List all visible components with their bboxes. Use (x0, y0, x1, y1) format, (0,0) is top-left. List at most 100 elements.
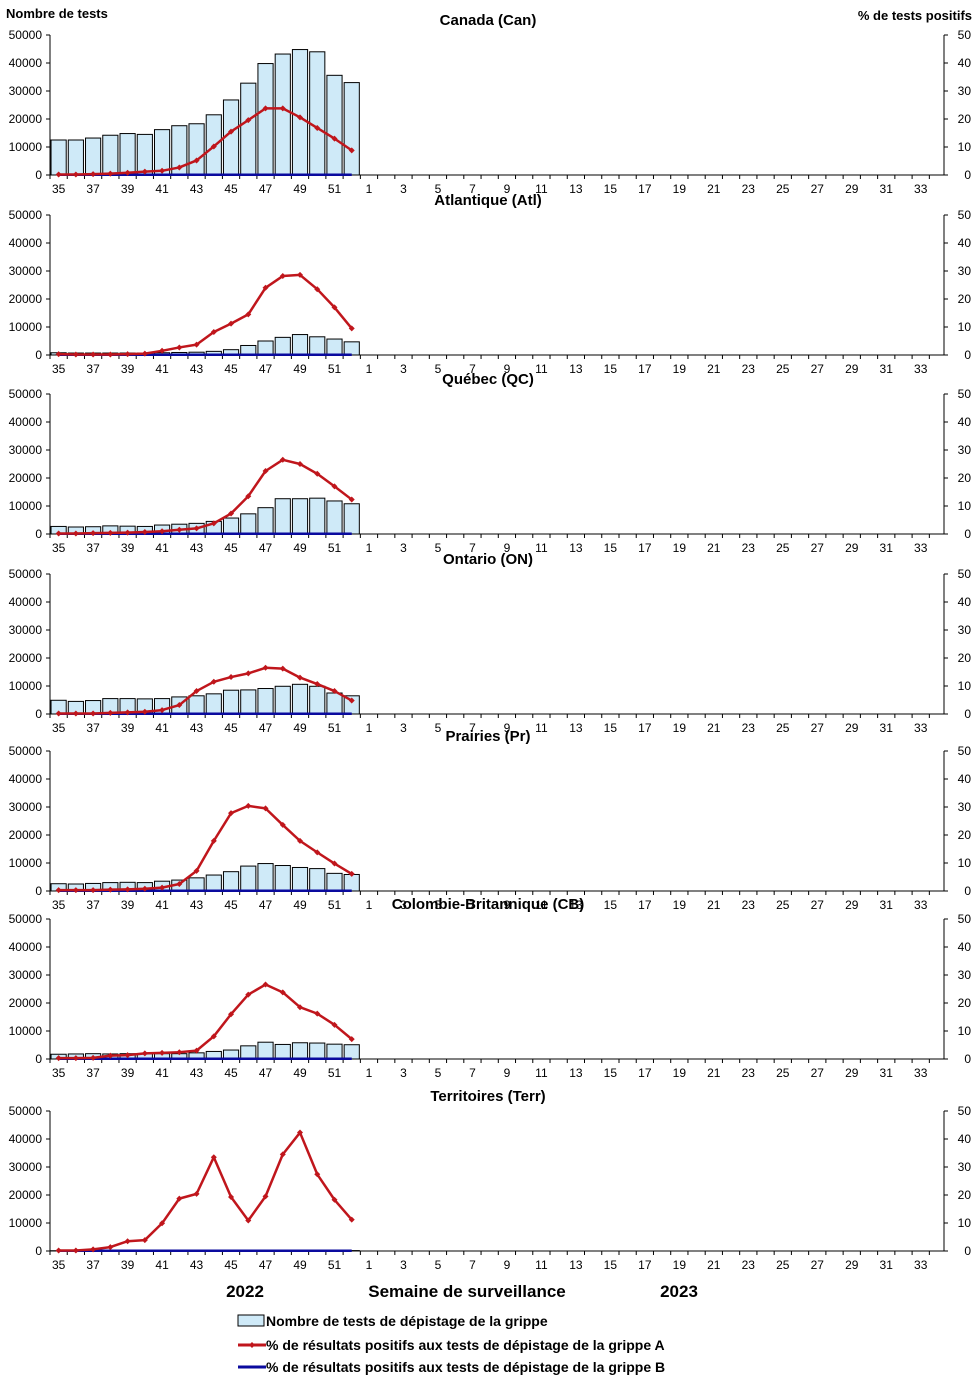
point-flu-a (297, 674, 304, 681)
y-right-tick-label: 0 (964, 527, 971, 541)
x-tick-label: 41 (155, 721, 169, 735)
x-tick-label: 47 (259, 541, 273, 555)
x-tick-label: 43 (190, 362, 204, 376)
x-tick-label: 33 (914, 541, 928, 555)
x-tick-label: 17 (638, 541, 652, 555)
x-tick-label: 47 (259, 721, 273, 735)
x-tick-label: 5 (435, 362, 442, 376)
x-tick-label: 45 (224, 362, 238, 376)
panel-title: Prairies (Pr) (445, 728, 530, 745)
point-flu-a (279, 989, 286, 996)
x-tick-label: 5 (435, 898, 442, 912)
y-right-tick-label: 30 (958, 264, 972, 278)
x-tick-label: 3 (400, 1258, 407, 1272)
panel-5: Prairies (Pr) 0 10000 20000 30000 40000 50000 0… (9, 728, 972, 912)
y-right-tick-label: 0 (964, 168, 971, 182)
point-flu-a (193, 867, 200, 874)
x-tick-label: 29 (845, 541, 859, 555)
point-flu-a (176, 1049, 183, 1056)
x-tick-label: 1 (366, 898, 373, 912)
y-left-tick-label: 50000 (9, 744, 43, 758)
y-left-tick-label: 40000 (9, 415, 43, 429)
point-flu-a (55, 887, 62, 894)
point-flu-a (210, 678, 217, 685)
y-right-tick-label: 10 (958, 679, 972, 693)
x-tick-label: 47 (259, 362, 273, 376)
x-tick-label: 13 (569, 1066, 583, 1080)
x-tick-label: 41 (155, 1066, 169, 1080)
x-tick-label: 45 (224, 1258, 238, 1272)
point-flu-a (141, 168, 148, 175)
point-flu-a (279, 821, 286, 828)
x-tick-label: 9 (504, 721, 511, 735)
x-tick-label: 45 (224, 898, 238, 912)
point-flu-a (297, 271, 304, 278)
x-tick-label: 43 (190, 721, 204, 735)
x-tick-label: 21 (707, 721, 721, 735)
x-tick-label: 25 (776, 362, 790, 376)
point-flu-a (90, 1246, 97, 1253)
x-tick-label: 35 (52, 721, 66, 735)
point-flu-a (193, 341, 200, 348)
x-tick-label: 33 (914, 1258, 928, 1272)
x-tick-label: 11 (535, 1066, 548, 1080)
y-right-tick-label: 20 (958, 996, 972, 1010)
panel-7: Territoires (Terr) 0 10000 20000 30000 40000 5… (9, 1088, 972, 1272)
x-tick-label: 35 (52, 898, 66, 912)
x-tick-label: 7 (469, 1258, 476, 1272)
x-tick-label: 33 (914, 898, 928, 912)
x-tick-label: 13 (569, 182, 583, 196)
point-flu-a (107, 1052, 114, 1059)
point-flu-a (331, 688, 338, 695)
x-tick-label: 7 (469, 541, 476, 555)
x-tick-label: 7 (469, 1066, 476, 1080)
point-flu-a (228, 810, 235, 817)
y-left-tick-label: 10000 (9, 140, 43, 154)
y-right-tick-label: 20 (958, 1188, 972, 1202)
x-tick-label: 31 (880, 1066, 894, 1080)
legend-label-tests: Nombre de tests de dépistage de la gripp… (266, 1313, 548, 1329)
x-tick-label: 31 (880, 182, 894, 196)
bar-tests (309, 497, 326, 535)
bar-tests (326, 500, 343, 535)
x-tick-label: 25 (776, 182, 790, 196)
x-tick-label: 15 (604, 1258, 618, 1272)
bar-tests (257, 507, 274, 535)
x-tick-label: 1 (366, 362, 373, 376)
panel-2: Atlantique (Atl)010000200003000040000500… (9, 192, 972, 376)
point-flu-a (331, 304, 338, 311)
x-tick-label: 19 (673, 1066, 687, 1080)
y-left-tick-label: 30000 (9, 1160, 43, 1174)
point-flu-a (210, 1154, 217, 1161)
y-right-tick-label: 0 (964, 1052, 971, 1066)
point-flu-a (193, 688, 200, 695)
point-flu-a (262, 105, 269, 112)
x-tick-label: 39 (121, 1066, 135, 1080)
panel-6: Colombie-Britannique (CB) 0 10000 20000 3000… (9, 896, 972, 1080)
x-tick-label: 7 (469, 898, 476, 912)
point-flu-a (72, 710, 79, 717)
point-flu-a (279, 456, 286, 463)
bar-tests (343, 1044, 360, 1060)
panel-title: Québec (QC) (442, 371, 534, 388)
x-tick-label: 49 (293, 182, 307, 196)
x-tick-label: 33 (914, 721, 928, 735)
x-tick-label: 49 (293, 1258, 307, 1272)
x-tick-label: 23 (742, 541, 756, 555)
y-right-tick-label: 30 (958, 84, 972, 98)
y-right-tick-label: 20 (958, 828, 972, 842)
point-flu-a (159, 1220, 166, 1227)
point-flu-a (348, 1036, 355, 1043)
x-tick-label: 17 (638, 362, 652, 376)
x-tick-label: 51 (328, 541, 342, 555)
x-tick-label: 31 (880, 721, 894, 735)
x-tick-label: 35 (52, 362, 66, 376)
chart-legend: Nombre de tests de dépistage de la gripp… (237, 1313, 665, 1375)
bar-tests (326, 1043, 343, 1060)
x-tick-label: 41 (155, 182, 169, 196)
point-flu-a (124, 886, 131, 893)
y-left-tick-label: 10000 (9, 320, 43, 334)
point-flu-a (107, 886, 114, 893)
panel-title: Canada (Can) (440, 12, 537, 29)
x-tick-label: 19 (673, 898, 687, 912)
